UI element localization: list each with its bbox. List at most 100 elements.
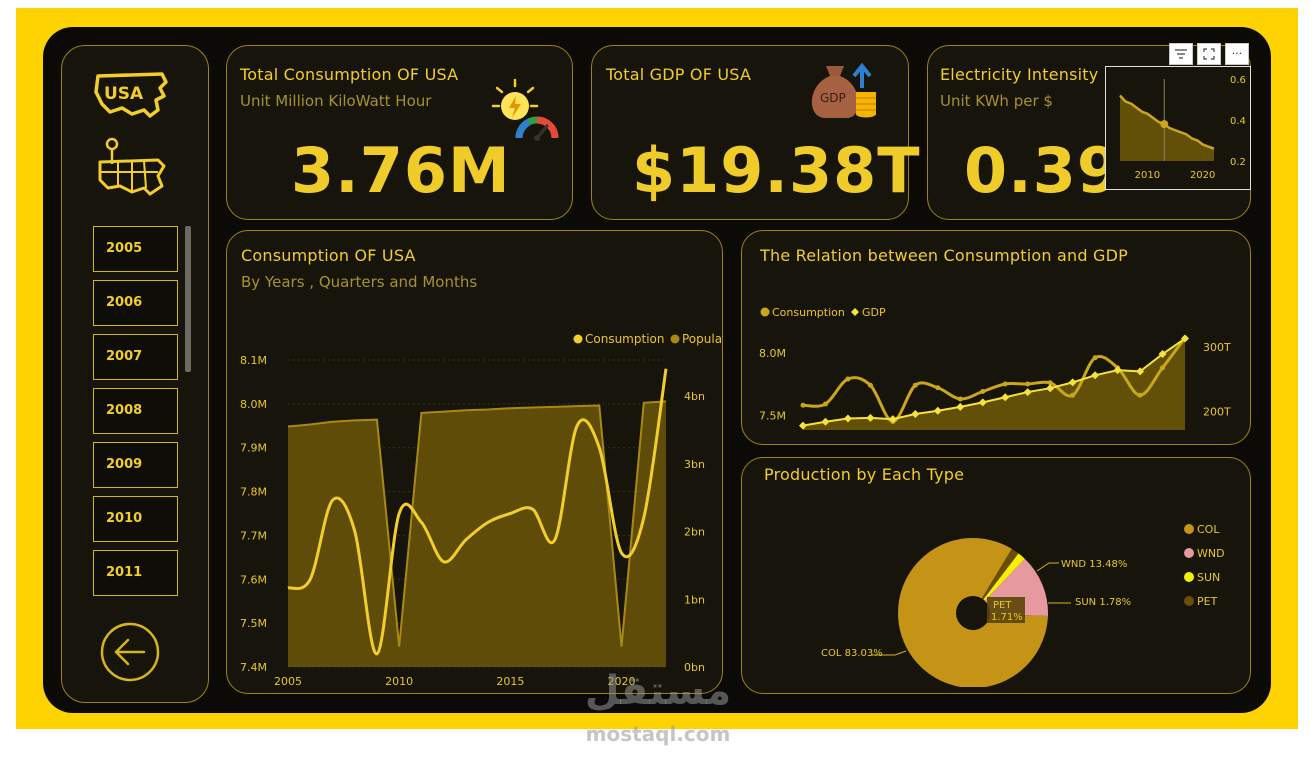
card-value: 3.76M [291,134,511,207]
slice-label-wnd: WND 13.48% [1061,559,1127,570]
slice-sun [983,553,1025,601]
year-button-2009[interactable]: 2009 [93,442,178,488]
watermark-logo: مستقل [584,668,732,714]
slice-col [898,538,1048,687]
relation-line-chart[interactable]: 8.0M7.5M300T200T2005201020152020Consumpt… [741,270,1251,430]
legend-label-gdp: GDP [862,306,886,319]
legend-label-col: COL [1197,523,1220,536]
y-tick-label: 0.4 [1230,116,1246,127]
y-right-tick-label: 4bn [684,390,705,403]
consumption-point [957,396,963,402]
year-button-2011[interactable]: 2011 [93,550,178,596]
consumption-point [1160,365,1166,371]
consumption-point [800,402,806,408]
gdp-point [843,414,852,423]
consumption-point [1137,392,1143,398]
focus-mode-button[interactable] [1197,43,1221,65]
y-right-tick-label: 0bn [684,661,705,674]
legend-label-consumption: Consumption [585,332,664,346]
consumption-point [1047,380,1053,386]
legend-label-pet: PET [1197,595,1218,608]
card-value: $19.38T [632,134,921,207]
card-value: 0.39 [964,134,1121,207]
population-area [288,401,666,667]
y-left-tick-label: 7.7M [240,529,267,542]
consumption-point [867,382,873,388]
gdp-point [933,406,942,415]
legend-label-consumption: Consumption [772,306,845,319]
y-right-tick-label: 200T [1203,405,1231,418]
card-total-consumption: Total Consumption OF USA Unit Million Ki… [226,45,573,220]
legend-label-wnd: WND [1197,547,1225,560]
more-options-button[interactable]: ··· [1225,43,1249,65]
chart-subtitle: By Years , Quarters and Months [241,273,478,291]
y-left-tick-label: 7.4M [240,661,267,674]
population-line [287,400,667,647]
gdp-point [1068,378,1077,387]
back-arrow-icon[interactable] [98,620,162,684]
production-donut-chart[interactable]: COL 83.03%WND 13.48%SUN 1.78%PET1.71%COL… [741,487,1251,687]
consumption-point [912,382,918,388]
legend-label-sun: SUN [1197,571,1220,584]
y-right-tick-label: 2bn [684,526,705,539]
y-left-tick-label: 7.5M [240,617,267,630]
gdp-point [1001,393,1010,402]
gdp-point [956,402,965,411]
legend-swatch-col [1184,524,1194,534]
hover-point [1160,120,1169,129]
gdp-point [1181,334,1189,343]
slice-label-col: COL 83.03% [821,648,883,659]
year-list-scrollbar[interactable] [185,226,191,372]
consumption-point [845,376,851,382]
x-tick-label: 2020 [608,675,636,688]
usa-logo-text: USA [104,84,144,104]
slice-label-pet-name: PET [993,600,1012,611]
legend-swatch-gdp [851,308,859,316]
consumption-line-chart[interactable]: 8.1M 8.0M 7.9M 7.8M 7.7M 7.6M 7.5M 7.4M 4bn 3bn 2b… [226,292,723,692]
consumption-point [980,389,986,394]
y-right-tick-label: 3bn [684,458,705,471]
y-tick-label: 0.6 [1230,75,1246,86]
x-tick-label: 2020 [1190,170,1215,181]
gdp-point [1136,367,1145,376]
consumption-point [1092,355,1098,361]
legend-swatch-consumption [760,307,770,317]
chart-title: Production by Each Type [764,465,965,484]
legend-swatch-pet [1184,596,1194,606]
watermark-url: mostaql.com [585,722,731,746]
usa-logo-icon[interactable]: USA [92,66,172,126]
slice-label-pet-value: 1.71% [991,612,1023,623]
card-title: Electricity Intensity [940,65,1099,84]
money-bag-label: GDP [820,91,846,105]
x-tick-label: 2010 [385,675,413,688]
x-tick-label: 2005 [274,675,302,688]
intensity-area [1120,95,1214,161]
y-tick-label: 0.2 [1230,157,1246,168]
y-left-tick-label: 8.0M [240,398,267,411]
y-left-tick-label: 7.8M [240,486,267,499]
consumption-point [822,401,828,407]
year-button-2006[interactable]: 2006 [93,280,178,326]
legend-label-population: Population [682,332,723,346]
y-right-tick-label: 300T [1203,341,1231,354]
intensity-mini-chart[interactable]: 2010 2020 0.6 0.4 0.2 [1105,66,1251,190]
usa-map-pin-icon[interactable] [92,136,172,206]
year-button-2010[interactable]: 2010 [93,496,178,542]
x-tick-label: 2015 [496,675,524,688]
chart-title: The Relation between Consumption and GDP [760,246,1128,265]
consumption-point [1025,381,1031,387]
gdp-point [1113,366,1122,375]
leader-line-col [871,650,907,656]
gdp-point [799,421,807,430]
legend-swatch-wnd [1184,548,1194,558]
card-title: Total GDP OF USA [606,65,752,84]
filter-button[interactable] [1169,43,1193,65]
card-title: Total Consumption OF USA [240,65,459,84]
year-button-2005[interactable]: 2005 [93,226,178,272]
legend-swatch-consumption [573,334,583,344]
card-total-gdp: Total GDP OF USA $19.38T GDP [591,45,920,220]
year-button-2008[interactable]: 2008 [93,388,178,434]
consumption-point [1002,381,1008,387]
year-button-2007[interactable]: 2007 [93,334,178,380]
focus-icon [1203,48,1215,60]
